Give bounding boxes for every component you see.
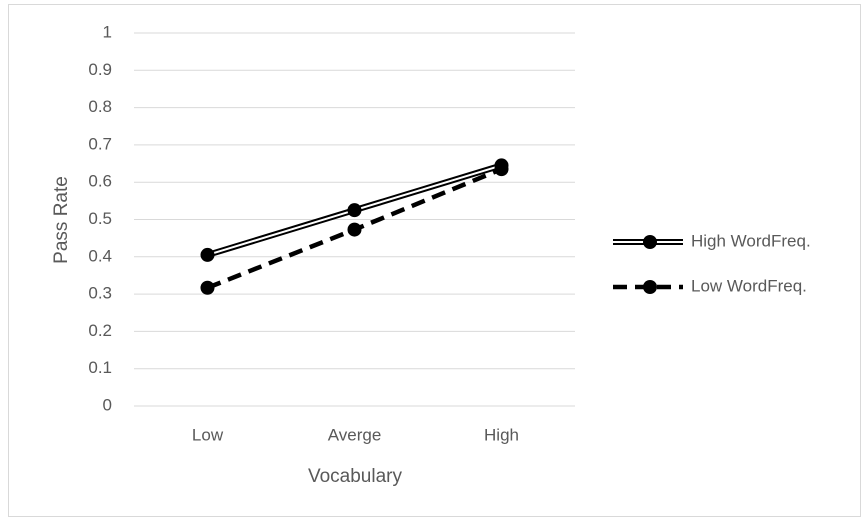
marker bbox=[200, 280, 215, 295]
marker bbox=[347, 203, 362, 218]
y-axis-title: Pass Rate bbox=[51, 176, 72, 264]
chart-border bbox=[8, 4, 861, 517]
legend-label: High WordFreq. bbox=[691, 231, 811, 250]
marker bbox=[494, 162, 509, 177]
y-tick-label: 0.1 bbox=[88, 358, 112, 377]
legend-label: Low WordFreq. bbox=[691, 276, 807, 295]
x-tick-label: Averge bbox=[328, 425, 382, 444]
x-axis-title: Vocabulary bbox=[308, 466, 403, 487]
y-tick-label: 0.4 bbox=[88, 246, 112, 265]
y-tick-label: 0.3 bbox=[88, 284, 112, 303]
y-tick-label: 1 bbox=[103, 22, 112, 41]
x-tick-label: High bbox=[484, 425, 519, 444]
legend-marker bbox=[643, 235, 657, 249]
y-tick-label: 0.9 bbox=[88, 60, 112, 79]
legend-marker bbox=[643, 280, 657, 294]
y-tick-label: 0.2 bbox=[88, 321, 112, 340]
y-tick-label: 0 bbox=[103, 395, 112, 414]
y-tick-label: 0.5 bbox=[88, 209, 112, 228]
marker bbox=[347, 222, 362, 237]
x-tick-label: Low bbox=[192, 425, 224, 444]
y-tick-label: 0.8 bbox=[88, 97, 112, 116]
y-tick-label: 0.7 bbox=[88, 134, 112, 153]
y-tick-label: 0.6 bbox=[88, 172, 112, 191]
marker bbox=[200, 247, 215, 262]
